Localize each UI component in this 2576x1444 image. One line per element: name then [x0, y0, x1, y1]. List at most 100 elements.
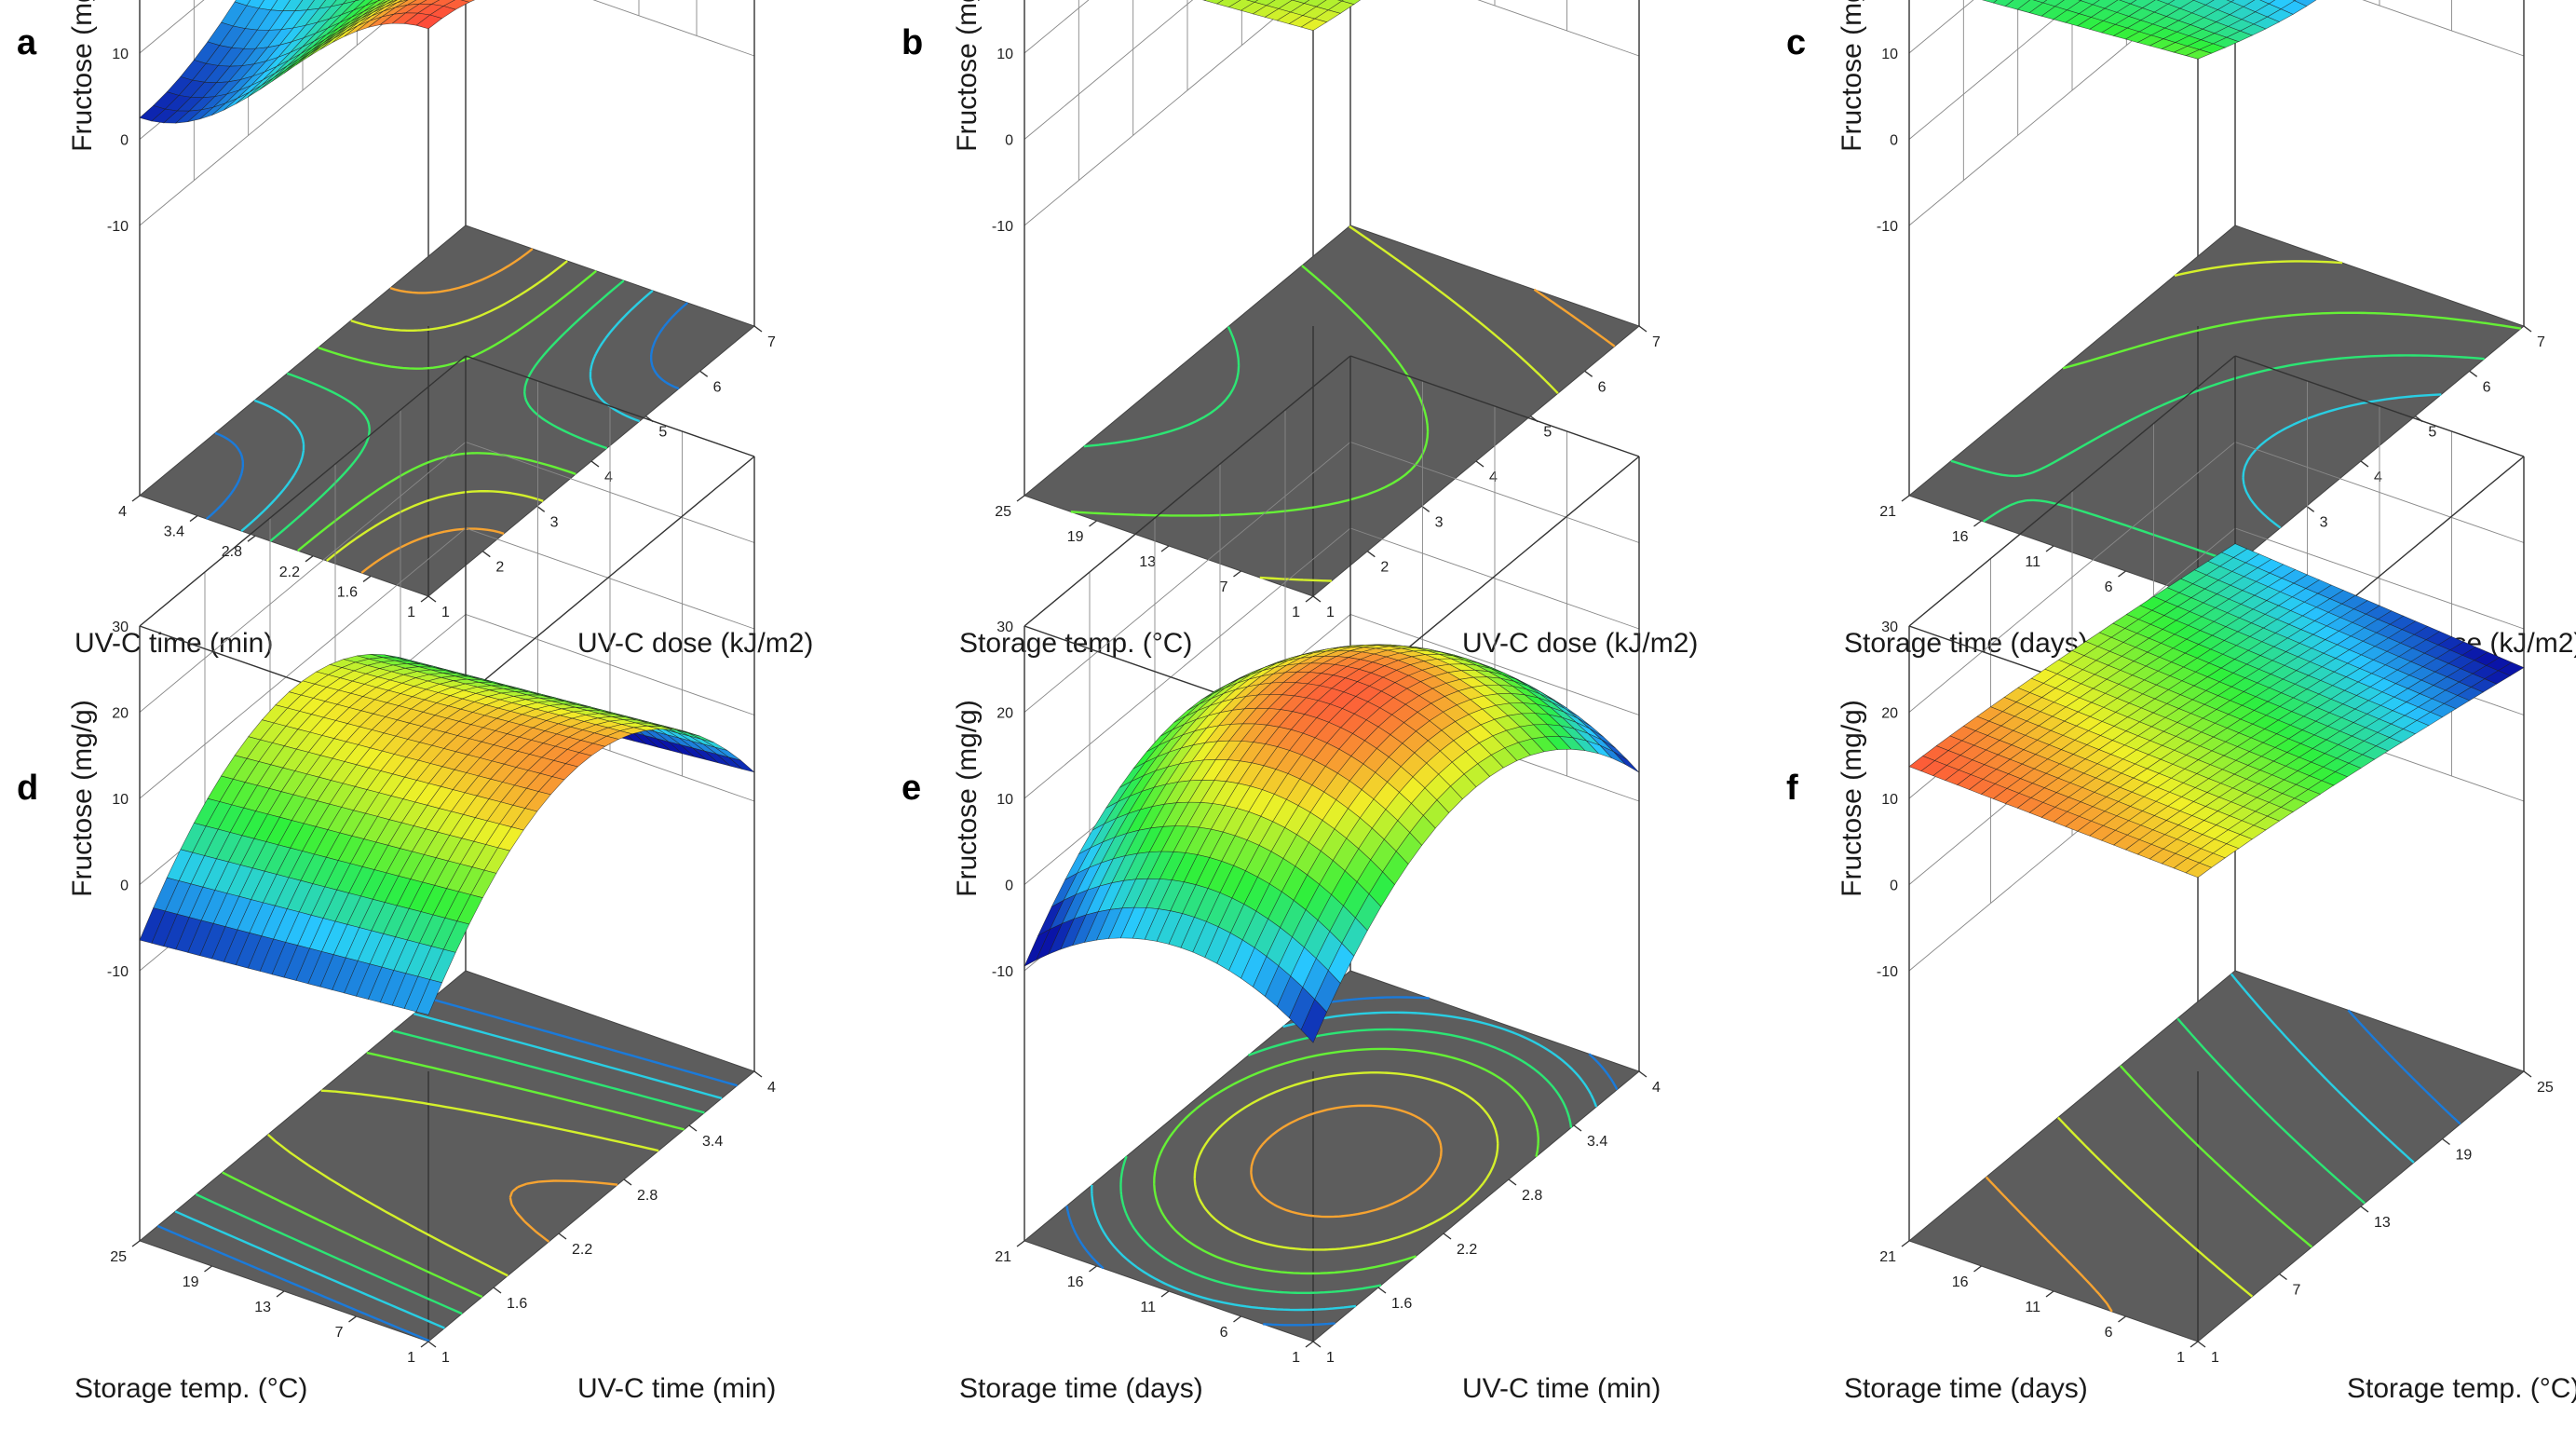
contour-floor: [1023, 701, 1641, 1342]
y-tick-mark: [2197, 1341, 2206, 1348]
panel-letter: a: [17, 23, 37, 62]
cage-edge: [1024, 355, 1351, 627]
x-tick-label: 13: [1139, 554, 1156, 570]
y-axis: 1 7 13 19 25 Storage temp. (°C): [2197, 1070, 2576, 1404]
contour-line: [326, 260, 568, 562]
y-tick-mark: [1377, 1287, 1387, 1294]
cage-edge: [1908, 355, 2236, 627]
y-axis: 1 2 3 4 5 6 7 UV-C dose (kJ/m2): [427, 325, 813, 659]
x-axis-title: UV-C time (min): [75, 628, 273, 659]
panel-letter: d: [17, 769, 38, 808]
y-tick-mark: [753, 1070, 763, 1078]
x-tick-mark: [362, 575, 372, 582]
y-tick-mark: [1475, 460, 1485, 468]
z-axis-title: Fructose (mg/g): [67, 700, 98, 897]
y-tick-label: 1: [441, 605, 450, 620]
y-tick-mark: [558, 1233, 567, 1240]
z-tick-label: -10: [992, 964, 1013, 980]
y-tick-mark: [1508, 1178, 1517, 1186]
y-tick-label: 4: [604, 470, 613, 485]
x-tick-label: 13: [254, 1300, 271, 1315]
y-tick-label: 1: [1326, 1350, 1335, 1366]
contour-line: [1119, 1028, 1573, 1295]
contour-line: [2347, 1009, 2461, 1125]
contour-line: [1083, 326, 1241, 448]
x-tick-mark: [420, 595, 429, 603]
contour-line: [222, 1051, 685, 1299]
x-tick-mark: [1233, 1315, 1241, 1323]
floor-plane: [1023, 970, 1641, 1342]
x-tick-mark: [1305, 1341, 1314, 1348]
contour-line: [240, 290, 654, 532]
x-tick-label: 1.6: [337, 584, 358, 600]
y-tick-label: 7: [2537, 334, 2545, 350]
x-tick-mark: [1973, 1265, 1982, 1273]
z-tick-label: 20: [997, 706, 1013, 722]
y-tick-mark: [2523, 1070, 2532, 1078]
y-tick-mark: [2469, 370, 2478, 377]
x-tick-mark: [1233, 570, 1241, 578]
y-tick-label: 2: [495, 560, 504, 576]
x-tick-mark: [1016, 1240, 1025, 1247]
z-tick-label: 0: [120, 879, 129, 894]
response-surface: [139, 0, 476, 124]
x-axis-title: Storage temp. (°C): [75, 1373, 307, 1404]
floor-plane: [1907, 970, 2526, 1342]
contour-line: [269, 279, 625, 542]
contour-line: [2119, 1065, 2313, 1248]
y-tick-label: 4: [1652, 1080, 1661, 1096]
surface-facet: [415, 979, 442, 1015]
x-tick-mark: [204, 1265, 212, 1273]
x-tick-label: 1: [1292, 1350, 1300, 1366]
x-tick-label: 25: [110, 1249, 127, 1265]
z-tick-label: 0: [1005, 879, 1013, 894]
contour-floor: [138, 0, 756, 597]
y-tick-mark: [699, 370, 709, 377]
x-axis: 1 7 13 19 25 Storage temp. (°C): [75, 1240, 429, 1404]
y-tick-label: 25: [2537, 1080, 2554, 1096]
x-tick-mark: [2118, 570, 2126, 578]
response-surface: [1201, 0, 1362, 31]
contour-line: [174, 1012, 723, 1329]
y-tick-label: 7: [2293, 1283, 2301, 1299]
y-axis-title: UV-C dose (kJ/m2): [577, 628, 813, 659]
x-tick-label: 6: [2105, 579, 2113, 595]
surface-facet: [1981, 0, 1998, 4]
contour-line: [508, 1179, 618, 1243]
z-tick-label: 10: [1881, 47, 1898, 62]
y-tick-label: 7: [767, 334, 776, 350]
x-axis: 1 1.6 2.2 2.8 3.4 4 UV-C time (min): [75, 495, 429, 659]
x-tick-label: 11: [2025, 1300, 2040, 1315]
y-tick-label: 4: [1489, 470, 1498, 485]
y-axis: 1 1.6 2.2 2.8 3.4 4 UV-C time (min): [427, 1070, 776, 1404]
floor-plane: [1023, 225, 1641, 597]
response-surface: [139, 654, 755, 1015]
x-tick-mark: [1305, 595, 1314, 603]
x-tick-label: 1: [2176, 1350, 2185, 1366]
x-tick-mark: [2190, 1341, 2199, 1348]
response-surface: [1981, 0, 2317, 60]
wall-gridline: [1024, 0, 1640, 226]
y-tick-label: 5: [2428, 425, 2436, 441]
y-tick-label: 2.2: [572, 1242, 592, 1258]
z-tick-label: 0: [1890, 879, 1898, 894]
x-axis-title: Storage time (days): [1844, 628, 2088, 659]
y-tick-label: 2.8: [637, 1188, 658, 1204]
x-tick-label: 2.2: [279, 565, 300, 580]
z-tick-label: -10: [992, 219, 1013, 235]
y-tick-label: 2.8: [1522, 1188, 1542, 1204]
contour-line: [1533, 288, 1616, 347]
y-tick-mark: [493, 1287, 502, 1294]
wall-gridline: [1024, 0, 1194, 140]
response-surface: [1024, 644, 1640, 1043]
surface-facet: [2226, 0, 2235, 3]
y-tick-label: 19: [2456, 1148, 2473, 1164]
y-tick-mark: [2279, 1273, 2287, 1281]
response-surface: [1908, 543, 2525, 879]
y-tick-label: 4: [2374, 470, 2382, 485]
z-tick-label: 20: [112, 706, 129, 722]
y-tick-mark: [1638, 325, 1647, 333]
y-axis: 1 1.6 2.2 2.8 3.4 4 UV-C time (min): [1312, 1070, 1661, 1404]
